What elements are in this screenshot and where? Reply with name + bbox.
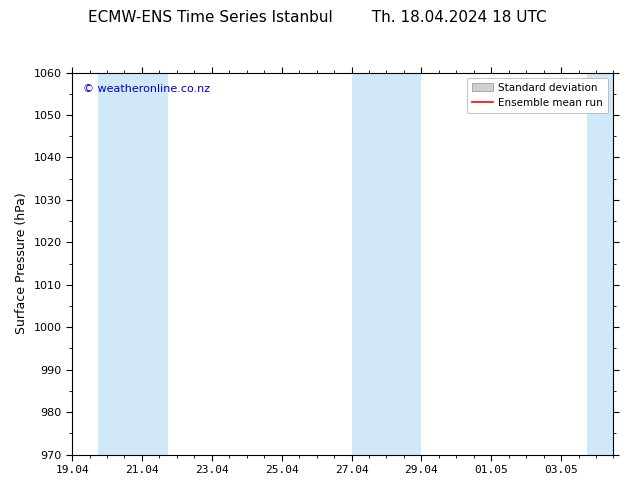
Bar [587,73,614,455]
Bar [351,73,422,455]
Text: ECMW-ENS Time Series Istanbul        Th. 18.04.2024 18 UTC: ECMW-ENS Time Series Istanbul Th. 18.04.… [87,10,547,25]
Bar [98,73,168,455]
Legend: Standard deviation, Ensemble mean run: Standard deviation, Ensemble mean run [467,78,608,114]
Text: © weatheronline.co.nz: © weatheronline.co.nz [83,84,210,94]
Y-axis label: Surface Pressure (hPa): Surface Pressure (hPa) [15,193,28,335]
